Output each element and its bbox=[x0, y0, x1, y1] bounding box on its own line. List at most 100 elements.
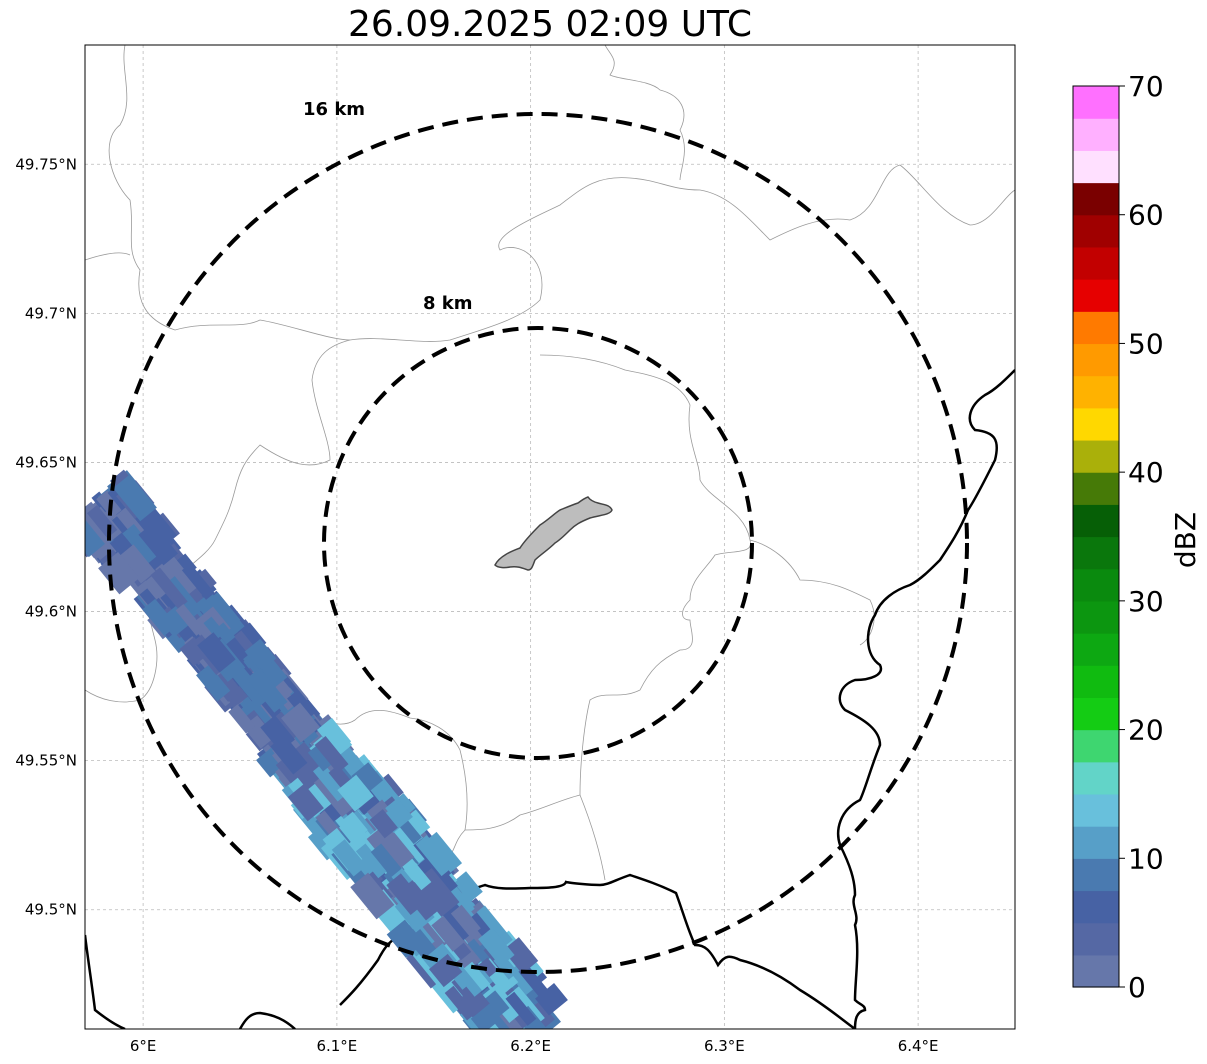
x-tick-label: 6.2°E bbox=[510, 1037, 551, 1055]
colorbar-bin bbox=[1073, 150, 1119, 184]
echo-cell bbox=[246, 667, 288, 713]
echo-cell bbox=[366, 822, 415, 874]
y-tick-label: 49.75°N bbox=[15, 155, 77, 173]
colorbar-bin bbox=[1073, 504, 1119, 538]
echo-cell bbox=[175, 603, 205, 636]
colorbar-bin bbox=[1073, 890, 1119, 924]
echo-cell bbox=[197, 632, 236, 673]
colorbar-tick-label: 10 bbox=[1128, 842, 1164, 875]
axis-tick-labels: 6°E 6.1°E 6.2°E 6.3°E 6.4°E 49.5°N 49.55°N 49.6… bbox=[15, 155, 938, 1055]
echo-cell bbox=[459, 987, 488, 1017]
colorbar-tick-label: 40 bbox=[1128, 456, 1164, 489]
colorbar-bin bbox=[1073, 214, 1119, 248]
x-tick-label: 6.4°E bbox=[898, 1037, 939, 1055]
echo-cell bbox=[535, 983, 568, 1016]
y-tick-label: 49.65°N bbox=[15, 453, 77, 471]
colorbar-bin bbox=[1073, 246, 1119, 280]
colorbar-bin bbox=[1073, 439, 1119, 473]
echo-cell bbox=[502, 937, 539, 974]
colorbar-bin bbox=[1073, 279, 1119, 312]
colorbar-bin bbox=[1073, 536, 1119, 570]
y-tick-label: 49.6°N bbox=[25, 603, 77, 621]
echo-cell bbox=[431, 915, 465, 952]
colorbar bbox=[1072, 85, 1120, 988]
colorbar-label: dBZ bbox=[1169, 512, 1202, 568]
colorbar-bin bbox=[1073, 761, 1119, 795]
echo-cell bbox=[470, 1003, 511, 1029]
y-tick-label: 49.5°N bbox=[25, 901, 77, 919]
echo-cell bbox=[349, 843, 388, 884]
colorbar-tick-label: 20 bbox=[1128, 714, 1164, 747]
echo-cell bbox=[511, 967, 538, 996]
echo-cell bbox=[476, 905, 513, 947]
colorbar-bin bbox=[1073, 954, 1119, 988]
plot-frame bbox=[84, 44, 1016, 1030]
echo-cell bbox=[281, 702, 320, 743]
echo-cell bbox=[463, 961, 491, 991]
y-tick-label: 49.7°N bbox=[25, 304, 77, 322]
echo-cell bbox=[270, 734, 308, 775]
colorbar-bin bbox=[1073, 600, 1119, 634]
colorbar-bin bbox=[1073, 343, 1119, 377]
x-tick-label: 6°E bbox=[130, 1037, 157, 1055]
colorbar-ticks: 0 10 20 30 40 50 60 70 bbox=[1119, 70, 1164, 1004]
range-label-8km: 8 km bbox=[423, 293, 473, 314]
colorbar-bin bbox=[1073, 633, 1119, 666]
echo-cell bbox=[343, 811, 368, 839]
echo-cell bbox=[287, 783, 324, 822]
range-rings bbox=[107, 112, 969, 974]
echo-cell bbox=[337, 774, 374, 812]
range-ring-8km bbox=[322, 326, 754, 760]
colorbar-tick-label: 50 bbox=[1128, 327, 1164, 360]
echo-cell bbox=[350, 872, 395, 920]
colorbar-bin bbox=[1073, 86, 1119, 119]
echo-cell bbox=[386, 919, 425, 959]
municipal-boundaries bbox=[85, 45, 1015, 881]
colorbar-bin bbox=[1073, 665, 1119, 698]
echo-cell bbox=[122, 524, 159, 565]
echo-cell bbox=[179, 636, 209, 667]
y-tick-label: 49.55°N bbox=[15, 752, 77, 770]
colorbar-bin bbox=[1073, 472, 1119, 505]
x-tick-label: 6.1°E bbox=[316, 1037, 357, 1055]
echo-cell bbox=[138, 522, 178, 566]
echo-cell bbox=[85, 516, 105, 558]
x-tick-label: 6.3°E bbox=[704, 1037, 745, 1055]
echo-cell bbox=[370, 843, 402, 878]
echo-cell bbox=[176, 553, 197, 575]
echo-cell bbox=[444, 985, 476, 1021]
echo-cell bbox=[307, 741, 337, 772]
echo-cell bbox=[244, 638, 277, 672]
colorbar-bin bbox=[1073, 793, 1119, 827]
echo-cell bbox=[196, 664, 231, 702]
colorbar-tick-label: 70 bbox=[1128, 70, 1164, 103]
colorbar-bin bbox=[1073, 407, 1119, 441]
echo-cell bbox=[232, 667, 269, 708]
colorbar-bin bbox=[1073, 311, 1119, 345]
echo-cell bbox=[477, 990, 510, 1023]
colorbar-bin bbox=[1073, 182, 1119, 216]
colorbar-bin bbox=[1073, 697, 1119, 731]
range-label-16km: 16 km bbox=[303, 99, 365, 120]
echo-cell bbox=[331, 839, 367, 877]
colorbar-bin bbox=[1073, 568, 1119, 602]
echo-cell bbox=[241, 692, 276, 732]
echo-cell bbox=[351, 762, 384, 795]
echo-cell bbox=[478, 927, 515, 967]
echo-cell bbox=[448, 871, 483, 906]
colorbar-bin bbox=[1073, 375, 1119, 409]
city-area bbox=[494, 496, 613, 571]
echo-cell bbox=[415, 835, 453, 877]
echo-cell bbox=[214, 622, 236, 645]
colorbar-bin bbox=[1073, 922, 1119, 956]
echo-cell bbox=[489, 964, 519, 995]
echo-cell bbox=[150, 567, 188, 610]
echo-cell bbox=[316, 717, 352, 754]
colorbar-bin bbox=[1073, 858, 1119, 892]
echo-cell bbox=[369, 809, 398, 839]
echo-cell bbox=[142, 598, 177, 636]
colorbar-bin bbox=[1073, 729, 1119, 763]
colorbar-bin bbox=[1073, 118, 1119, 151]
echo-cell bbox=[118, 544, 156, 584]
